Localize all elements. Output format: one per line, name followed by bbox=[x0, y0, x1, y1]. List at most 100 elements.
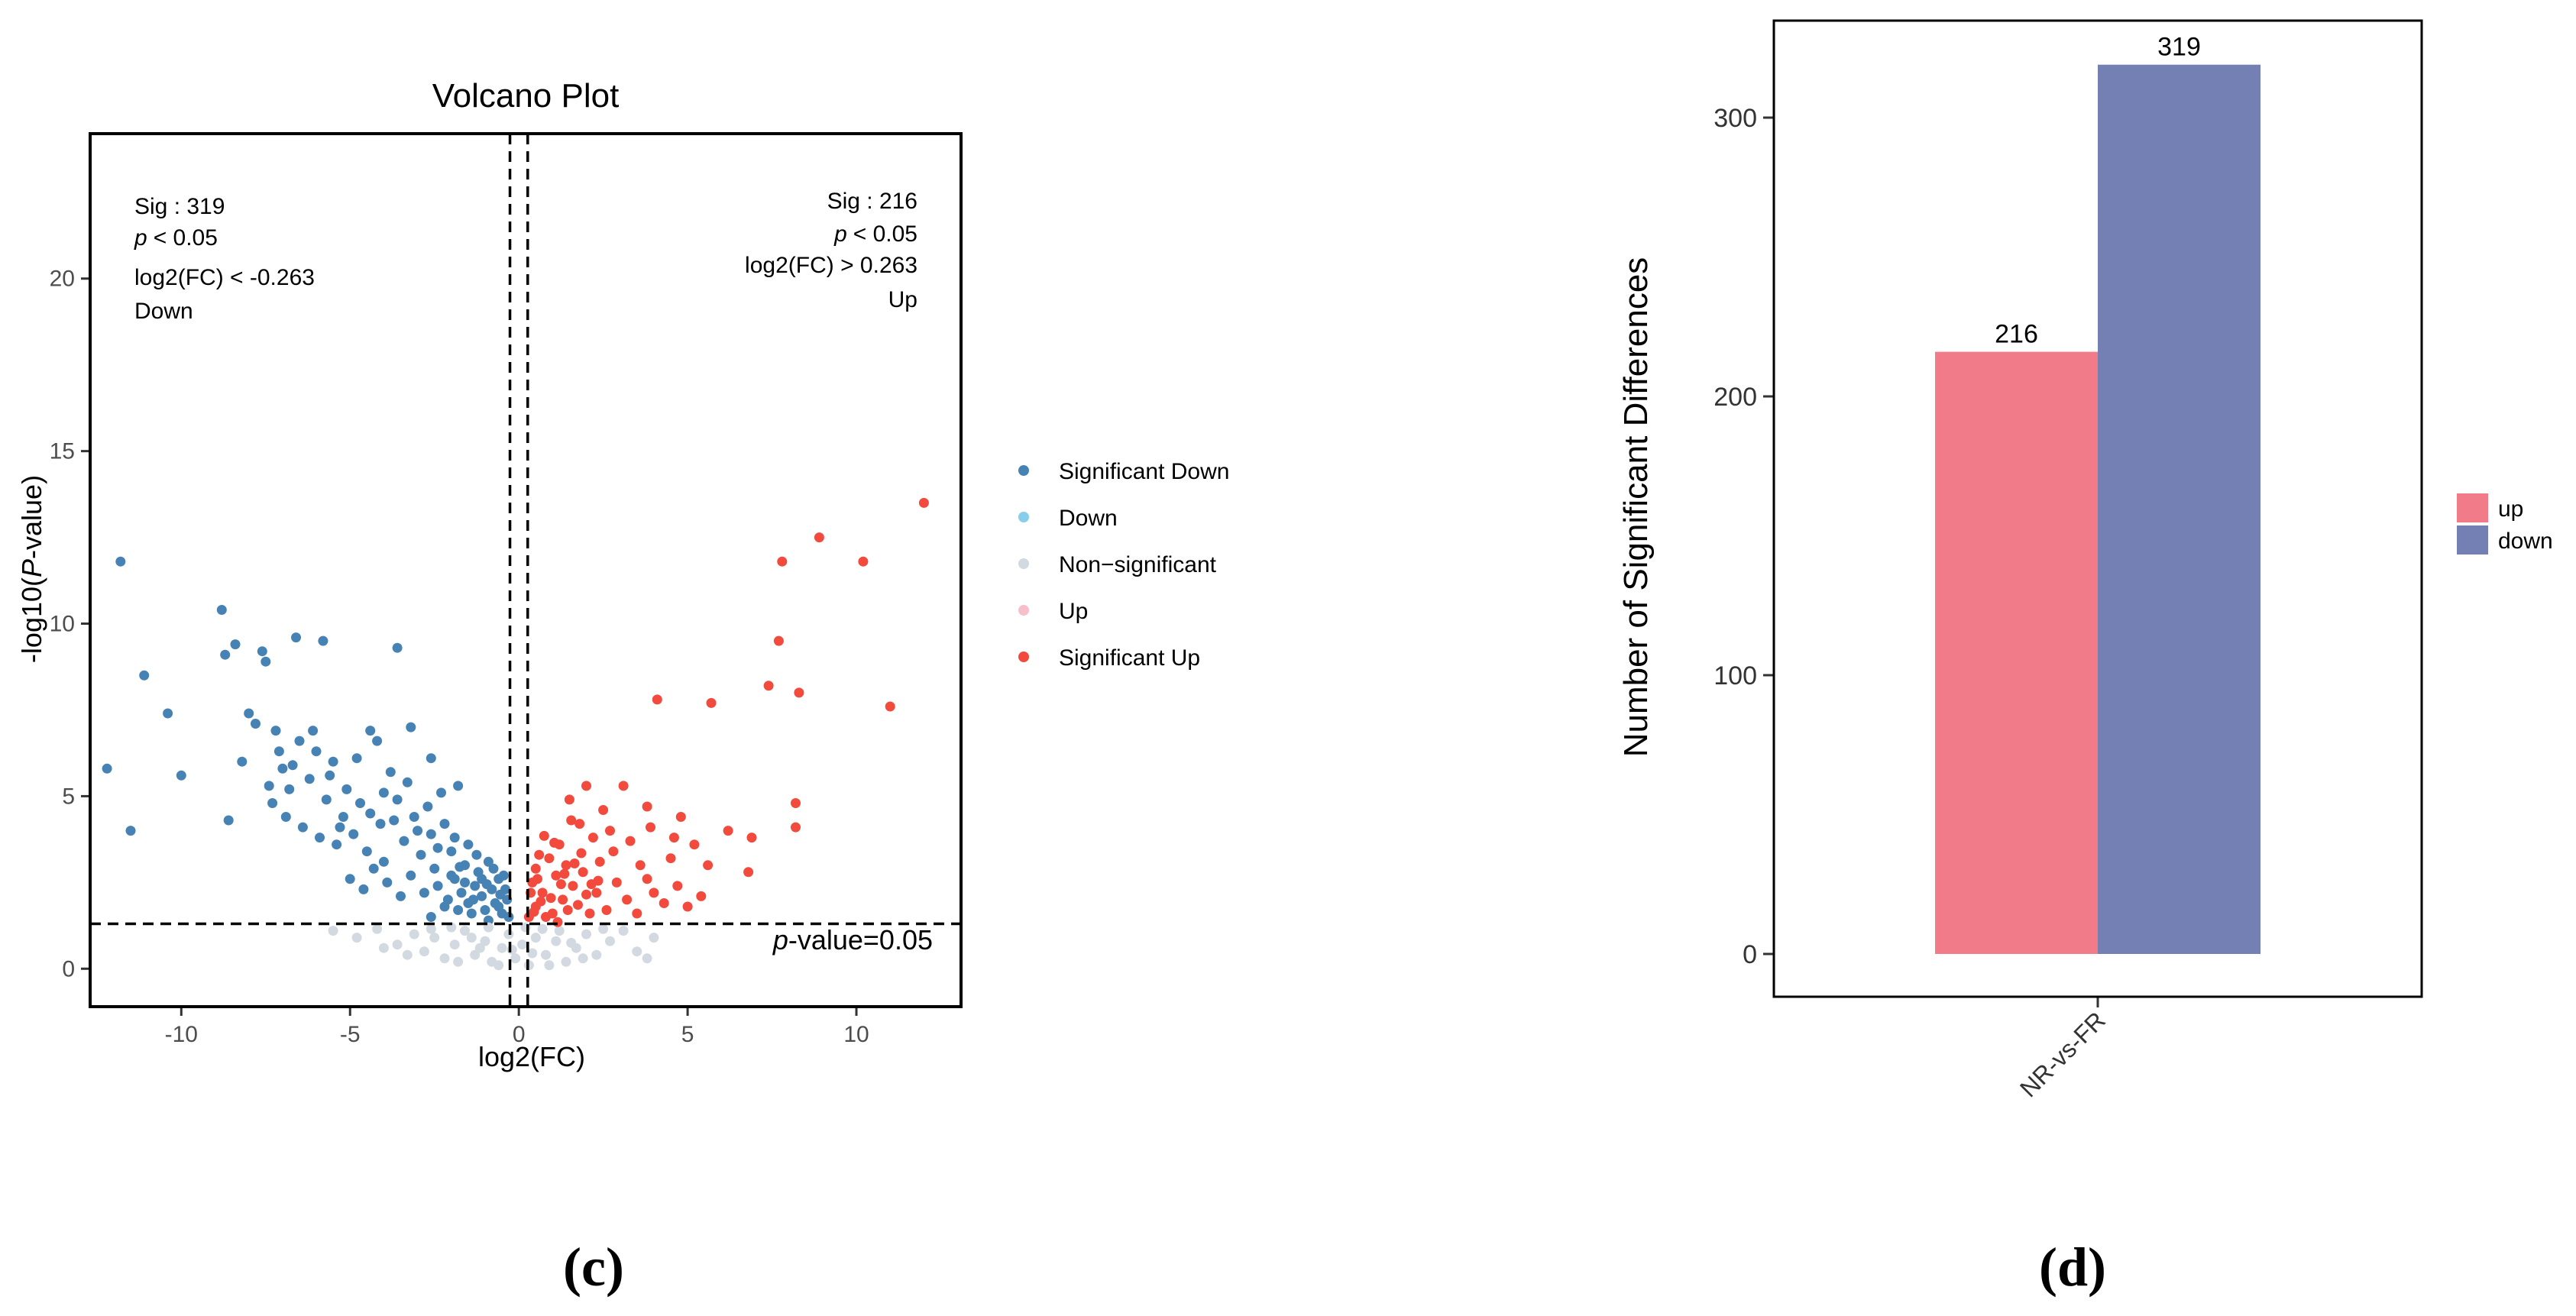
point-significant-up bbox=[564, 794, 574, 805]
point-significant-up bbox=[682, 901, 693, 912]
point-significant-down bbox=[455, 862, 465, 872]
point-non-significant bbox=[605, 936, 615, 946]
point-significant-up bbox=[537, 888, 548, 898]
volcano-y-tick-label: 20 bbox=[50, 267, 75, 292]
point-significant-down bbox=[463, 839, 474, 850]
point-significant-down bbox=[223, 815, 234, 826]
point-significant-down bbox=[432, 842, 443, 853]
bar-y-tick-label: 0 bbox=[1743, 940, 1757, 969]
point-significant-down bbox=[338, 812, 348, 822]
point-significant-down bbox=[399, 836, 409, 846]
point-significant-down bbox=[365, 726, 376, 736]
legend-marker-significant-up bbox=[1018, 652, 1029, 662]
point-significant-down bbox=[439, 901, 450, 912]
point-non-significant bbox=[578, 953, 588, 964]
point-significant-down bbox=[230, 639, 241, 650]
point-significant-down bbox=[325, 770, 335, 781]
volcano-y-axis-title-suffix: -value) bbox=[16, 475, 47, 559]
point-significant-up bbox=[545, 893, 556, 904]
point-non-significant bbox=[551, 936, 561, 946]
point-non-significant bbox=[460, 926, 470, 936]
volcano-title: Volcano Plot bbox=[432, 77, 620, 115]
point-significant-down bbox=[328, 756, 338, 767]
point-significant-down bbox=[406, 870, 416, 881]
point-significant-up bbox=[594, 856, 605, 867]
point-significant-up bbox=[605, 826, 615, 836]
point-significant-up bbox=[562, 905, 573, 915]
point-significant-up bbox=[586, 879, 597, 890]
volcano-x-tick-label: -5 bbox=[340, 1022, 361, 1047]
point-significant-down bbox=[392, 642, 403, 653]
legend-swatch-up bbox=[2457, 493, 2488, 522]
point-significant-down bbox=[477, 891, 487, 901]
point-significant-down bbox=[291, 632, 301, 643]
point-significant-down bbox=[261, 656, 271, 667]
point-significant-up bbox=[794, 687, 804, 698]
bar-y-axis-title: Number of Significant Differences bbox=[1617, 257, 1655, 758]
point-significant-down bbox=[332, 839, 342, 850]
point-significant-up bbox=[635, 860, 646, 871]
bar-value-label-up: 216 bbox=[1995, 320, 2038, 349]
point-non-significant bbox=[419, 946, 429, 957]
point-significant-up bbox=[530, 863, 541, 874]
bar-y-tick-label: 300 bbox=[1714, 104, 1757, 133]
bar-series: 216 319 bbox=[1935, 33, 2260, 955]
point-significant-up bbox=[649, 888, 659, 898]
volcano-ticks: -10 -5 0 5 10 0 5 10 15 20 bbox=[50, 267, 869, 1047]
point-significant-down bbox=[436, 787, 446, 798]
point-significant-down bbox=[378, 787, 389, 798]
point-significant-down bbox=[176, 770, 186, 781]
point-significant-up bbox=[625, 836, 636, 846]
volcano-x-tick-label: 10 bbox=[843, 1022, 869, 1047]
legend-label-up: Up bbox=[1059, 599, 1088, 624]
point-non-significant bbox=[372, 923, 383, 934]
point-significant-up bbox=[598, 805, 609, 815]
point-significant-up bbox=[578, 867, 588, 878]
point-significant-down bbox=[494, 901, 504, 912]
point-significant-down bbox=[432, 881, 443, 891]
point-significant-down bbox=[382, 877, 393, 888]
p-threshold-label-italic: p bbox=[772, 924, 788, 955]
point-significant-up bbox=[569, 858, 580, 868]
legend-swatch-down bbox=[2457, 525, 2488, 555]
volcano-x-tick-label: 0 bbox=[513, 1022, 526, 1047]
point-significant-up bbox=[652, 694, 662, 705]
annotation-up-sig: Sig : 216 bbox=[827, 189, 917, 214]
point-significant-down bbox=[287, 760, 298, 771]
bar-chart: 0 100 200 300 216 319 Number of Significant … bbox=[1617, 19, 2553, 1298]
point-non-significant bbox=[494, 960, 504, 971]
point-significant-down bbox=[341, 784, 352, 794]
point-significant-up bbox=[675, 812, 686, 822]
legend-label-significant-up: Significant Up bbox=[1059, 645, 1200, 671]
point-significant-down bbox=[308, 726, 319, 736]
point-significant-up bbox=[549, 837, 560, 848]
point-non-significant bbox=[632, 946, 642, 957]
point-significant-down bbox=[483, 856, 494, 867]
point-significant-down bbox=[439, 819, 450, 829]
point-significant-up bbox=[552, 917, 563, 927]
bar-y-tick-label: 100 bbox=[1714, 661, 1757, 690]
point-significant-down bbox=[456, 888, 467, 898]
legend-label-down-bar: down bbox=[2498, 529, 2553, 554]
bar-value-label-down: 319 bbox=[2157, 33, 2201, 62]
volcano-y-axis-title: -log10(P-value) bbox=[16, 475, 47, 663]
point-significant-up bbox=[581, 889, 591, 900]
point-significant-down bbox=[244, 708, 254, 719]
point-significant-down bbox=[284, 784, 295, 794]
point-significant-up bbox=[659, 898, 669, 908]
volcano-y-axis-title-italic: P bbox=[16, 559, 47, 577]
point-significant-up bbox=[632, 908, 642, 919]
legend-marker-up bbox=[1018, 605, 1029, 616]
panel-label-c: (c) bbox=[563, 1237, 624, 1298]
point-significant-down bbox=[498, 870, 509, 881]
point-significant-up bbox=[568, 881, 578, 891]
volcano-y-tick-label: 10 bbox=[50, 612, 75, 637]
point-significant-up bbox=[773, 635, 784, 646]
point-significant-down bbox=[419, 888, 429, 898]
point-significant-down bbox=[315, 833, 325, 843]
annotation-up-p-threshold: < 0.05 bbox=[853, 221, 917, 247]
bar-x-category-label: NR-vs-FR bbox=[2015, 1006, 2111, 1102]
volcano-y-tick-label: 0 bbox=[62, 956, 75, 981]
point-significant-down bbox=[488, 863, 499, 874]
point-significant-down bbox=[429, 863, 440, 874]
